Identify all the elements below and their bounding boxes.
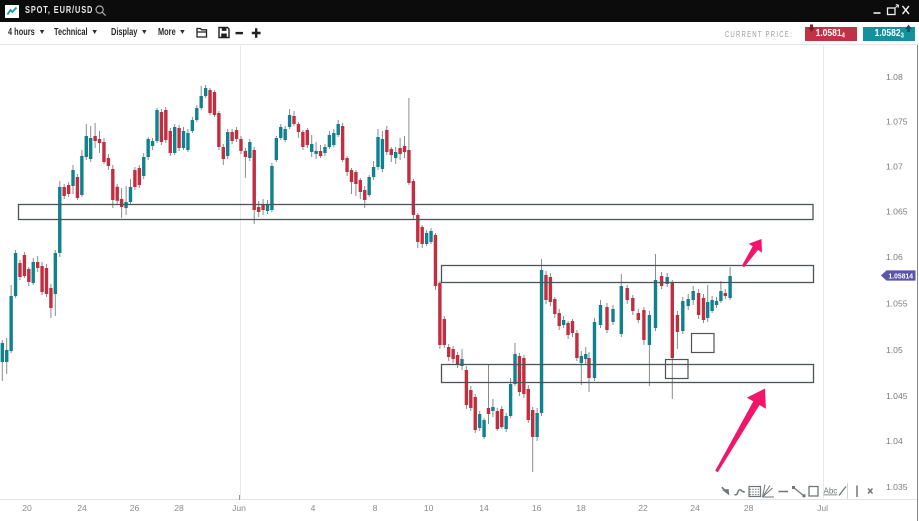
svg-text:1.055: 1.055 — [886, 299, 908, 309]
svg-text:28: 28 — [174, 503, 184, 513]
svg-text:1.07: 1.07 — [886, 161, 903, 171]
svg-text:1.06: 1.06 — [886, 252, 903, 262]
svg-text:1.045: 1.045 — [886, 391, 908, 401]
svg-text:1.05: 1.05 — [886, 345, 903, 355]
svg-text:22: 22 — [638, 503, 648, 513]
svg-text:Jul: Jul — [817, 503, 828, 513]
svg-text:1.035: 1.035 — [886, 482, 908, 492]
svg-text:18: 18 — [576, 503, 586, 513]
svg-text:1.08: 1.08 — [886, 72, 903, 82]
svg-text:Jun: Jun — [232, 503, 246, 513]
svg-text:24: 24 — [77, 503, 87, 513]
svg-text:20: 20 — [22, 503, 32, 513]
svg-text:4: 4 — [311, 503, 316, 513]
svg-text:1.05814: 1.05814 — [889, 271, 914, 280]
svg-text:14: 14 — [479, 503, 489, 513]
svg-text:1.075: 1.075 — [886, 117, 908, 127]
svg-text:10: 10 — [424, 503, 434, 513]
svg-text:26: 26 — [130, 503, 140, 513]
svg-text:8: 8 — [373, 503, 378, 513]
svg-text:24: 24 — [690, 503, 700, 513]
svg-text:28: 28 — [744, 503, 754, 513]
svg-text:1.065: 1.065 — [886, 207, 908, 217]
svg-text:1.04: 1.04 — [886, 436, 903, 446]
svg-text:Abc: Abc — [824, 487, 838, 496]
svg-text:16: 16 — [532, 503, 542, 513]
